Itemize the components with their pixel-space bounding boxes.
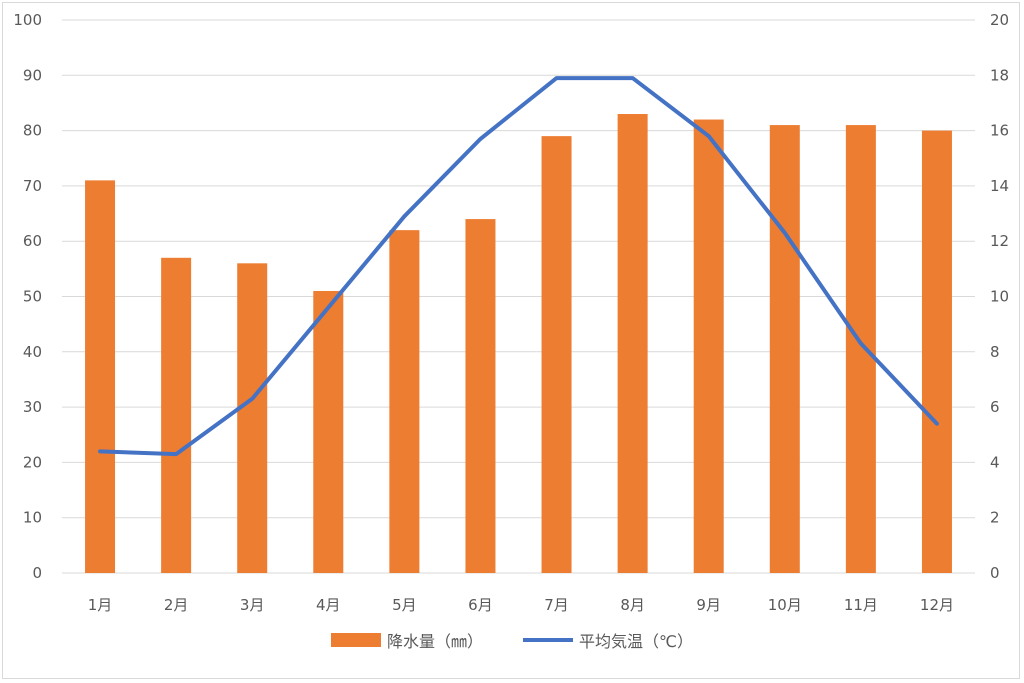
x-tick-label: 6月: [468, 596, 493, 614]
x-tick-label: 2月: [164, 596, 189, 614]
x-tick-label: 12月: [920, 596, 954, 614]
bar: [693, 119, 724, 573]
x-tick-label: 10月: [768, 596, 802, 614]
x-tick-label: 8月: [620, 596, 645, 614]
x-tick-label: 4月: [316, 596, 341, 614]
left-axis-ticks: 0 10 20 30 40 50 60 70 80 90 100: [13, 11, 42, 582]
right-tick-label: 6: [990, 398, 1000, 416]
bar: [921, 130, 952, 573]
left-tick-label: 50: [23, 288, 42, 306]
x-tick-label: 1月: [88, 596, 113, 614]
bar: [845, 125, 876, 573]
left-tick-label: 100: [13, 11, 42, 29]
x-tick-label: 7月: [544, 596, 569, 614]
bar: [161, 257, 192, 573]
legend-swatch-bar: [331, 633, 381, 647]
bar: [617, 114, 648, 573]
legend-item-precipitation: 降水量（㎜）: [331, 628, 483, 652]
right-axis-ticks: 0 2 4 6 8 10 12 14 16 18 20: [990, 11, 1009, 582]
legend-label-temperature: 平均気温（℃）: [579, 632, 693, 651]
x-tick-label: 9月: [696, 596, 721, 614]
right-tick-label: 10: [990, 288, 1009, 306]
right-tick-label: 2: [990, 509, 1000, 527]
bar: [313, 290, 344, 573]
left-tick-label: 20: [23, 453, 42, 471]
x-axis-ticks: 1月 2月 3月 4月 5月 6月 7月 8月 9月 10月 11月 12月: [88, 596, 954, 614]
bar: [389, 230, 420, 573]
left-tick-label: 60: [23, 232, 42, 250]
legend-swatch-line: [523, 638, 574, 642]
left-tick-label: 10: [23, 509, 42, 527]
precipitation-bars: [85, 114, 952, 573]
right-tick-label: 4: [990, 453, 1000, 471]
x-tick-label: 11月: [844, 596, 878, 614]
right-tick-label: 14: [990, 177, 1009, 195]
right-tick-label: 0: [990, 564, 1000, 582]
bar: [237, 263, 268, 573]
bar: [465, 219, 496, 573]
gridlines: [62, 19, 975, 574]
bar: [541, 136, 572, 573]
left-tick-label: 40: [23, 343, 42, 361]
legend-item-temperature: 平均気温（℃）: [523, 628, 693, 652]
legend: 降水量（㎜） 平均気温（℃）: [0, 628, 1024, 652]
right-tick-label: 20: [990, 11, 1009, 29]
temperature-line-group: [98, 76, 939, 457]
temperature-line: [98, 76, 939, 457]
left-tick-label: 30: [23, 398, 42, 416]
bar: [85, 180, 116, 573]
right-tick-label: 12: [990, 232, 1009, 250]
x-tick-label: 5月: [392, 596, 417, 614]
left-tick-label: 90: [23, 66, 42, 84]
left-tick-label: 70: [23, 177, 42, 195]
bar: [769, 125, 800, 573]
x-tick-label: 3月: [240, 596, 265, 614]
right-tick-label: 16: [990, 122, 1009, 140]
right-tick-label: 18: [990, 66, 1009, 84]
left-tick-label: 80: [23, 122, 42, 140]
left-tick-label: 0: [32, 564, 42, 582]
right-tick-label: 8: [990, 343, 1000, 361]
legend-label-precipitation: 降水量（㎜）: [387, 632, 484, 651]
